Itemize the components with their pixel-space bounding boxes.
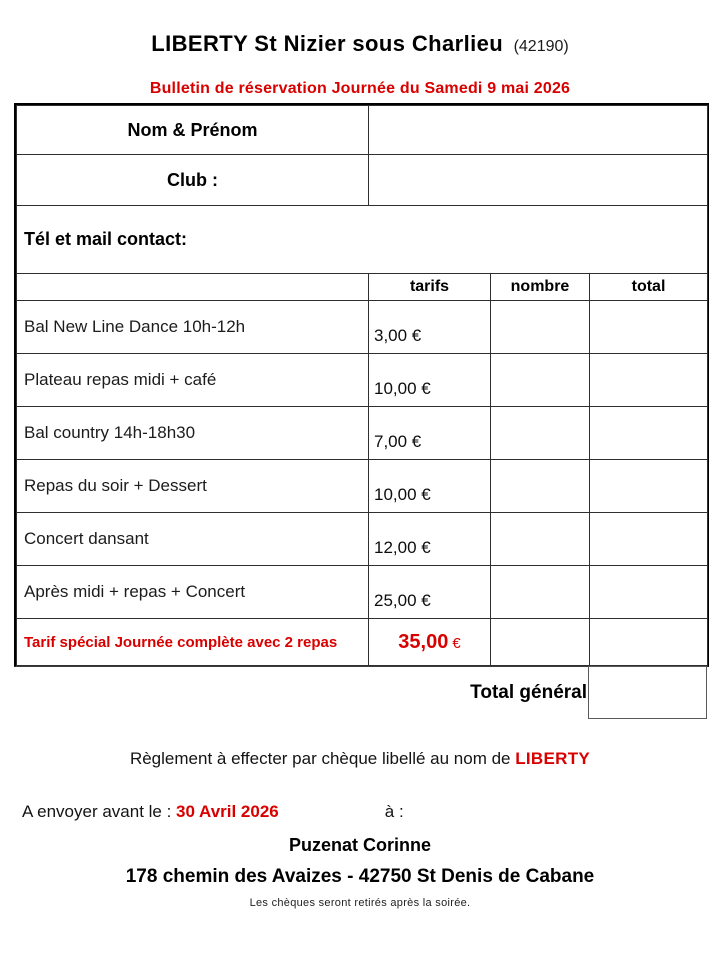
contact-row: Tél et mail contact:	[15, 205, 709, 274]
special-currency: €	[452, 634, 461, 652]
club-input-cell[interactable]	[367, 154, 709, 206]
page-title: LIBERTY St Nizier sous Charlieu (42190)	[0, 31, 720, 57]
recipient-name: Puzenat Corinne	[288, 835, 431, 855]
header-tarifs: tarifs	[368, 273, 491, 301]
special-item-tarif: 35,00 €	[368, 618, 491, 666]
payment-text: Règlement à effecter par chèque libellé …	[129, 749, 516, 768]
name-label: Nom & Prénom	[16, 105, 369, 155]
send-before-label: A envoyer avant le :	[22, 802, 177, 821]
club-label: Club :	[16, 154, 369, 206]
item-nombre-cell[interactable]	[490, 406, 590, 460]
item-total-cell[interactable]	[588, 353, 709, 407]
header-item	[16, 273, 369, 301]
item-tarif: 25,00 €	[368, 565, 491, 619]
grand-total-label: Total général	[470, 682, 587, 703]
item-label: Plateau repas midi + café	[16, 353, 369, 407]
item-nombre-cell[interactable]	[490, 618, 590, 666]
table-row: Bal country 14h-18h30 7,00 €	[16, 406, 709, 460]
item-label: Bal New Line Dance 10h-12h	[16, 300, 369, 354]
item-label: Après midi + repas + Concert	[16, 565, 369, 619]
item-label: Repas du soir + Dessert	[16, 459, 369, 513]
send-before-line: A envoyer avant le : 30 Avril 2026 à :	[22, 802, 404, 822]
header-nombre: nombre	[490, 273, 590, 301]
table-row: Repas du soir + Dessert 10,00 €	[16, 459, 709, 513]
club-row: Club :	[16, 154, 709, 206]
special-item-label: Tarif spécial Journée complète avec 2 re…	[16, 618, 369, 666]
item-tarif: 10,00 €	[368, 353, 491, 407]
payment-name: LIBERTY	[515, 749, 591, 768]
item-tarif: 7,00 €	[368, 406, 491, 460]
item-total-cell[interactable]	[588, 406, 709, 460]
recipient-address: 178 chemin des Avaizes - 42750 St Denis …	[125, 866, 595, 887]
item-nombre-cell[interactable]	[490, 353, 590, 407]
cheque-note: Les chèques seront retirés après la soir…	[249, 897, 471, 909]
page-title-postcode: (42190)	[513, 38, 569, 55]
special-amount: 35,00	[398, 630, 449, 653]
table-row: Après midi + repas + Concert 25,00 €	[16, 565, 709, 619]
special-price-row: Tarif spécial Journée complète avec 2 re…	[16, 618, 709, 666]
item-nombre-cell[interactable]	[490, 300, 590, 354]
grand-total-row: Total général	[14, 666, 707, 719]
item-nombre-cell[interactable]	[490, 512, 590, 566]
name-input-cell[interactable]	[367, 105, 709, 155]
item-total-cell[interactable]	[588, 300, 709, 354]
header-total: total	[588, 273, 709, 301]
item-label: Bal country 14h-18h30	[16, 406, 369, 460]
page-title-main: LIBERTY St Nizier sous Charlieu	[151, 31, 504, 56]
table-row: Plateau repas midi + café 10,00 €	[16, 353, 709, 407]
item-tarif: 12,00 €	[368, 512, 491, 566]
payment-instruction: Règlement à effecter par chèque libellé …	[0, 749, 720, 769]
page-subtitle: Bulletin de réservation Journée du Samed…	[149, 80, 571, 97]
table-row: Concert dansant 12,00 €	[16, 512, 709, 566]
item-label: Concert dansant	[16, 512, 369, 566]
pricing-header-row: tarifs nombre total	[16, 273, 709, 301]
item-total-cell[interactable]	[588, 512, 709, 566]
item-total-cell[interactable]	[588, 565, 709, 619]
item-total-cell[interactable]	[588, 459, 709, 513]
item-nombre-cell[interactable]	[490, 565, 590, 619]
send-before-date: 30 Avril 2026	[176, 802, 279, 821]
item-tarif: 10,00 €	[368, 459, 491, 513]
name-row: Nom & Prénom	[16, 105, 709, 155]
item-total-cell[interactable]	[588, 618, 709, 666]
item-tarif: 3,00 €	[368, 300, 491, 354]
grand-total-cell[interactable]	[588, 666, 707, 719]
item-nombre-cell[interactable]	[490, 459, 590, 513]
send-to-label: à :	[384, 802, 404, 821]
reservation-table: Nom & Prénom Club : Tél et mail contact:…	[14, 103, 709, 667]
contact-label[interactable]: Tél et mail contact:	[15, 205, 709, 274]
table-row: Bal New Line Dance 10h-12h 3,00 €	[16, 300, 709, 354]
